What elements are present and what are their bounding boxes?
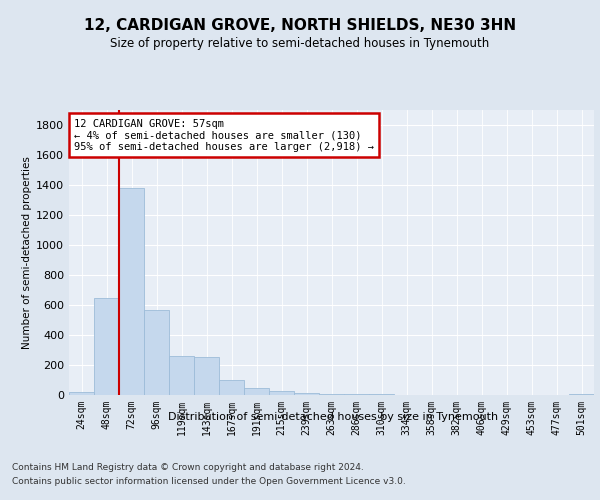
Text: Distribution of semi-detached houses by size in Tynemouth: Distribution of semi-detached houses by … — [168, 412, 498, 422]
Bar — [369, 394, 394, 395]
Bar — [319, 394, 344, 395]
Text: Size of property relative to semi-detached houses in Tynemouth: Size of property relative to semi-detach… — [110, 38, 490, 51]
Bar — [194, 357, 219, 395]
Y-axis label: Number of semi-detached properties: Number of semi-detached properties — [22, 156, 32, 349]
Bar — [569, 394, 594, 395]
Bar — [344, 394, 369, 395]
Text: Contains public sector information licensed under the Open Government Licence v3: Contains public sector information licen… — [12, 478, 406, 486]
Bar — [244, 388, 269, 395]
Bar — [119, 188, 144, 395]
Bar — [219, 380, 244, 395]
Bar — [269, 390, 294, 395]
Bar — [69, 392, 94, 395]
Text: 12 CARDIGAN GROVE: 57sqm
← 4% of semi-detached houses are smaller (130)
95% of s: 12 CARDIGAN GROVE: 57sqm ← 4% of semi-de… — [74, 118, 374, 152]
Bar — [294, 393, 319, 395]
Bar — [169, 356, 194, 395]
Bar — [144, 310, 169, 395]
Text: Contains HM Land Registry data © Crown copyright and database right 2024.: Contains HM Land Registry data © Crown c… — [12, 462, 364, 471]
Bar — [94, 298, 119, 395]
Text: 12, CARDIGAN GROVE, NORTH SHIELDS, NE30 3HN: 12, CARDIGAN GROVE, NORTH SHIELDS, NE30 … — [84, 18, 516, 32]
